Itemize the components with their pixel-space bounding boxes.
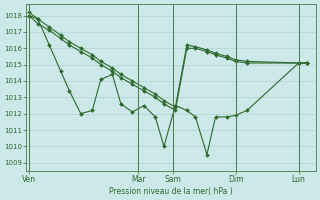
X-axis label: Pression niveau de la mer( hPa ): Pression niveau de la mer( hPa ) bbox=[109, 187, 233, 196]
